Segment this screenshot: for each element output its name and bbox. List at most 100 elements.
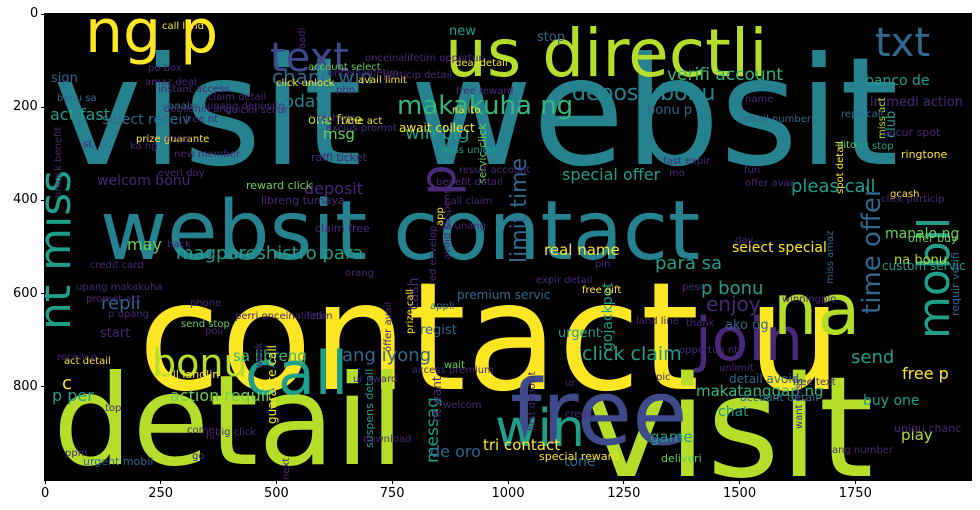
word-back: back [167,239,191,250]
word-dobilehin-ang: dobilehin ang [164,104,232,115]
word-po-box: po box [148,63,182,74]
word-one-free: one free [308,113,362,128]
word-uniqu-chanc: uniqu chanc [894,422,961,435]
word-dito: dito [837,140,856,151]
x-tick-label: 250 [148,486,174,501]
word-upang-makakuha: upang makakuha [76,282,163,293]
word-miss-act: miss act [877,97,888,139]
word-big-click: big click [215,427,256,438]
word-play: play [901,426,933,444]
word-phone: phone [190,298,221,309]
word-exclus-promot: exclus promot [326,123,397,134]
y-tick-label: 400 [13,192,38,208]
word-pic: pic [656,372,671,383]
word-nt-want: nt want [430,376,444,422]
word-messag: messag [423,397,443,463]
x-tick-mark [507,480,509,484]
word-mo: mo [669,168,685,179]
x-tick-mark [854,480,856,484]
word-txt-stop: txt stop [855,141,894,152]
y-tick-label: 0 [30,6,39,21]
y-tick-mark [41,293,45,295]
word-libreng-tumaya: libreng tumaya [261,194,345,207]
y-tick-label: 800 [13,378,38,394]
word-onceinalifetim-opportun: onceinalifetim opportun [365,53,485,64]
word-welcom: welcom [443,400,481,411]
word-promot-act: promot act [86,294,141,305]
word-act-detail: act detail [64,356,111,367]
word-claim-detail: claim detail [208,92,266,103]
word-click-unlock: click unlock [276,78,335,89]
word-access-premium: access premium [412,365,494,376]
x-tick-label: 1500 [723,486,757,501]
x-tick-mark [391,480,393,484]
word-stop: stop [537,30,565,45]
word-onceinalifetim: onceinalifetim [328,68,399,79]
word-claim-free: claim free [315,222,370,235]
word-red-envelop: red envelop [428,226,439,285]
word-today: today [277,92,325,112]
word-prize-call: prize call [405,289,416,334]
word-limit-time: limit time [507,158,532,263]
word-detail-avoid: detail avoid [729,372,799,386]
word-download: download [363,434,411,445]
word-servic-click: servic click [476,123,489,184]
word-sa-libreng: sa libreng [233,347,307,365]
word-appli: appli [430,301,454,312]
x-tick-mark [623,480,625,484]
word-free-nt: free nt [185,114,218,125]
word-p-bonu: p bonu [701,278,763,299]
word-fun: fun [744,165,760,176]
word-week: week [254,343,265,369]
word-call-claim: call claim [445,196,492,207]
word-de-oro: de oro [430,442,481,461]
word-free-text: free text [793,377,836,388]
word-deal-detail: deal detail [455,58,508,69]
y-tick-mark [41,13,45,15]
word-account-detail: account detail [740,391,818,404]
word-call-land: call land [162,21,204,32]
word-app: app [435,207,446,226]
word-offer-avail: offer avail [383,302,394,352]
word-unang-deposito: unang deposito [207,101,285,112]
word-ng-p: ng p [85,14,218,67]
word-receiv-p: receiv p [57,352,97,363]
word-txt: txt [875,20,930,66]
x-tick-label: 500 [264,486,289,501]
word-visit: visit [585,347,873,480]
word-panalo: panalo [162,101,196,112]
word-free: free [510,361,687,466]
word-unlimit: unlimit [719,363,754,374]
word-hi: hi [206,431,215,442]
wordcloud-canvas: visit websit contact u detail visit websit c… [44,13,972,481]
word-pin: pin [595,259,610,270]
word-secur-spot: secur spot [883,126,941,139]
x-tick-mark [160,480,162,484]
word-select-special: select special [732,240,827,256]
word-mobil-number: mobil number [741,114,812,125]
word-particip-detail: particip detail [383,70,452,81]
word-special-reward: special reward [539,450,619,463]
word-suspens-detail: suspens detail [363,369,376,448]
word-welcom-bonu: welcom bonu [97,173,191,189]
word-premium-servic: premium servic [457,288,550,302]
y-tick-mark [41,199,45,201]
word-poli: poli [205,326,223,337]
word-perri-onceinalifetim: perri onceinalifetim [235,311,333,322]
word-magpareshistro-para: magpareshistro para [176,243,363,264]
word-reward-click: reward click [246,179,313,192]
word-custom-servic: custom servic [882,259,966,273]
word-enter: enter [165,134,193,145]
word-select-receiv: select receiv [102,112,191,128]
word-time-act: time act [341,116,382,127]
word-free-p: free p [902,364,949,383]
word-mobil: mobil [909,217,960,339]
word-action-requir: action requir [170,386,272,405]
word-sign: sign [51,71,78,86]
x-tick-label: 1000 [491,486,525,501]
word-tri-contact: tri contact [483,436,560,454]
x-tick-label: 1250 [607,486,641,501]
word-peso: peso [682,282,706,293]
x-tick-label: 750 [379,486,405,501]
x-tick-mark [44,480,46,484]
